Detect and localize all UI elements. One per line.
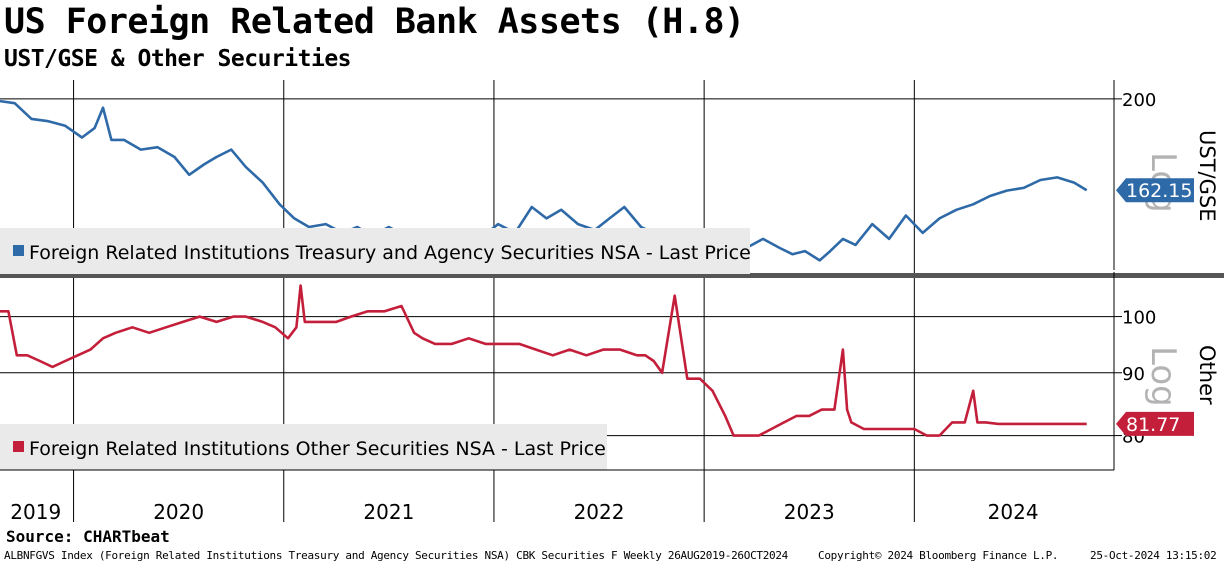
series-line bbox=[0, 99, 1088, 262]
legend-label: Foreign Related Institutions Other Secur… bbox=[29, 438, 606, 460]
source-label: Source: CHARTbeat bbox=[6, 527, 170, 546]
footer-copyright: Copyright© 2024 Bloomberg Finance L.P. bbox=[818, 549, 1059, 562]
footer-timestamp: 25-Oct-2024 13:15:02 bbox=[1090, 549, 1217, 562]
panel-separator bbox=[0, 273, 1224, 278]
footer-ticker: ALBNFGVS Index (Foreign Related Institut… bbox=[4, 549, 788, 562]
chart-title: US Foreign Related Bank Assets (H.8) bbox=[4, 2, 745, 42]
y-tick-label: 100 bbox=[1122, 308, 1156, 329]
x-tick-label: 2023 bbox=[784, 500, 835, 524]
chart-subtitle: UST/GSE & Other Securities bbox=[4, 46, 352, 72]
x-tick-label: 2022 bbox=[574, 500, 625, 524]
legend-swatch bbox=[13, 441, 24, 452]
axis-title: UST/GSE bbox=[1195, 130, 1219, 221]
x-tick-label: 2020 bbox=[153, 500, 204, 524]
axis-title: Other bbox=[1195, 345, 1219, 405]
last-value-label: 162.15 bbox=[1126, 180, 1192, 202]
log-watermark: Log bbox=[1143, 346, 1183, 407]
x-tick-label: 2019 bbox=[10, 500, 61, 524]
series-line bbox=[0, 284, 1087, 437]
x-tick-label: 2021 bbox=[363, 500, 414, 524]
x-tick-label: 2024 bbox=[988, 500, 1039, 524]
y-tick-label: 90 bbox=[1122, 364, 1145, 385]
legend-box bbox=[0, 228, 750, 274]
legend-label: Foreign Related Institutions Treasury an… bbox=[29, 242, 751, 264]
y-tick-label: 200 bbox=[1122, 90, 1156, 111]
last-value-badge bbox=[1116, 178, 1194, 203]
legend-box bbox=[0, 424, 607, 470]
last-value-label: 81.77 bbox=[1126, 414, 1180, 436]
legend-swatch bbox=[13, 245, 24, 256]
last-value-badge bbox=[1116, 411, 1194, 436]
